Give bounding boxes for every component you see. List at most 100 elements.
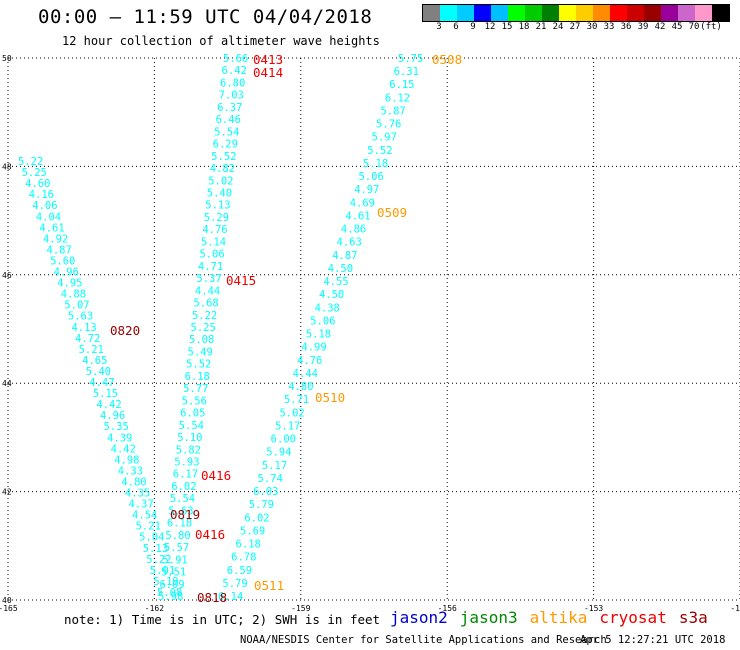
wave-height-value: 5.71 xyxy=(284,394,309,406)
wave-height-value: 4.42 xyxy=(96,399,121,411)
wave-height-value: 5.94 xyxy=(266,447,291,459)
legend-label: 70 xyxy=(688,22,700,32)
wave-height-value: 4.76 xyxy=(297,355,322,367)
wave-height-value: 5.87 xyxy=(380,105,405,117)
wave-height-value: 5.08 xyxy=(157,587,182,599)
wave-height-value: 5.77 xyxy=(183,383,208,395)
wave-height-value: 5.10 xyxy=(177,432,202,444)
legend-swatch xyxy=(525,5,542,21)
wave-height-value: 5.22 xyxy=(192,310,217,322)
satellite-name: jason2 xyxy=(390,608,448,627)
wave-height-value: 4.13 xyxy=(71,322,96,334)
wave-height-value: 4.37 xyxy=(128,499,153,511)
footer-note: note: 1) Time is in UTC; 2) SWH is in fe… xyxy=(64,612,381,627)
wave-height-value: 4.80 xyxy=(288,381,313,393)
wave-height-value: 4.71 xyxy=(198,261,223,273)
wave-height-value: 5.18 xyxy=(306,329,331,341)
legend-swatch xyxy=(610,5,627,21)
wave-height-value: 6.02 xyxy=(244,512,269,524)
color-legend-labels: 3 6 9 12 15 18 21 24 27 30 33 36 39 42 45 70 (ft) xyxy=(422,22,740,34)
wave-height-value: 5.22 xyxy=(146,554,171,566)
wave-height-value: 5.54 xyxy=(179,420,204,432)
legend-swatch xyxy=(576,5,593,21)
legend-label: 18 xyxy=(518,22,530,32)
map-tick-labels: -165 -162 -159 -156 -153 -150 50 48 46 44 42 40 xyxy=(0,54,740,613)
wave-height-value: 6.12 xyxy=(385,92,410,104)
legend-label: 39 xyxy=(637,22,649,32)
wave-height-value: 5.54 xyxy=(214,126,239,138)
wave-height-value: 5.91 xyxy=(162,554,187,566)
lon-tick-label: -150 xyxy=(730,604,740,613)
wave-height-value: 5.52 xyxy=(211,151,236,163)
wave-height-value: 4.54 xyxy=(132,510,157,522)
legend-label: 42 xyxy=(654,22,666,32)
lon-tick-label: -156 xyxy=(438,604,457,613)
wave-height-value: 4.99 xyxy=(301,342,326,354)
wave-height-value: 4.47 xyxy=(89,377,114,389)
wave-height-value: 4.61 xyxy=(345,210,370,222)
wave-height-value: 4.61 xyxy=(39,222,64,234)
wave-height-value: 4.35 xyxy=(125,488,150,500)
wave-height-value: 6.00 xyxy=(271,434,296,446)
wave-height-value: 5.13 xyxy=(143,543,168,555)
wave-height-value: 4.96 xyxy=(100,410,125,422)
wave-height-value: 5.40 xyxy=(207,188,232,200)
wave-height-value: 5.68 xyxy=(193,298,218,310)
wave-height-value: 5.49 xyxy=(188,346,213,358)
wave-height-value: 5.52 xyxy=(186,359,211,371)
legend-swatch xyxy=(423,5,440,21)
wave-height-value: 5.04 xyxy=(139,532,164,544)
wave-height-value: 5.18 xyxy=(363,158,388,170)
legend-label: 15 xyxy=(501,22,513,32)
pass-id-label: 0416 xyxy=(201,468,231,483)
wave-height-value: 6.80 xyxy=(220,77,245,89)
legend-label: 27 xyxy=(569,22,581,32)
lat-tick-label: 44 xyxy=(2,379,12,388)
lat-tick-label: 42 xyxy=(2,488,12,497)
pass-id-label: 0413 xyxy=(253,52,283,67)
wave-height-value: 5.52 xyxy=(367,145,392,157)
legend-swatch xyxy=(542,5,559,21)
pass-id-label: 0508 xyxy=(432,52,462,67)
wave-height-value: 5.21 xyxy=(79,344,104,356)
lat-tick-label: 40 xyxy=(2,596,12,605)
wave-height-value: 6.18 xyxy=(185,371,210,383)
pass-id-label: 0818 xyxy=(197,590,227,605)
wave-height-value: 4.04 xyxy=(36,211,61,223)
wave-height-value: 6.02 xyxy=(171,481,196,493)
wave-height-value: 4.63 xyxy=(337,237,362,249)
legend-label: 3 xyxy=(436,22,442,32)
wave-height-value: 5.02 xyxy=(279,407,304,419)
wave-height-value: 5.21 xyxy=(136,521,161,533)
wave-height-value: 4.96 xyxy=(54,267,79,279)
wave-height-value: 5.97 xyxy=(372,132,397,144)
legend-swatch xyxy=(712,5,729,21)
wave-height-value: 4.44 xyxy=(195,285,220,297)
wave-height-value: 4.50 xyxy=(319,289,344,301)
wave-height-value: 5.06 xyxy=(199,249,224,261)
legend-swatch xyxy=(440,5,457,21)
wave-height-value: 5.37 xyxy=(196,273,221,285)
legend-swatch xyxy=(695,5,712,21)
wave-height-value: 4.50 xyxy=(328,263,353,275)
wave-height-value: 5.66 xyxy=(223,53,248,65)
wave-height-value: 4.86 xyxy=(341,224,366,236)
wave-height-value: 6.17 xyxy=(173,469,198,481)
legend-swatch xyxy=(491,5,508,21)
legend-label: 36 xyxy=(620,22,632,32)
wave-height-value: 4.38 xyxy=(315,302,340,314)
lon-tick-label: -165 xyxy=(0,604,18,613)
legend-swatch xyxy=(508,5,525,21)
wave-height-value: 5.98 xyxy=(158,591,183,603)
wave-height-value: 4.60 xyxy=(25,178,50,190)
wave-height-value: 6.05 xyxy=(180,408,205,420)
legend-label: 12 xyxy=(484,22,496,32)
page-title: 00:00 – 11:59 UTC 04/04/2018 xyxy=(38,6,373,28)
wave-height-value: 5.14 xyxy=(201,236,226,248)
wave-height-value: 6.15 xyxy=(389,79,414,91)
pass-id-label: 0819 xyxy=(170,507,200,522)
wave-height-value: 4.92 xyxy=(43,233,68,245)
lon-tick-label: -153 xyxy=(584,604,603,613)
wave-height-value: 5.17 xyxy=(275,420,300,432)
pass-id-label: 0511 xyxy=(254,578,284,593)
